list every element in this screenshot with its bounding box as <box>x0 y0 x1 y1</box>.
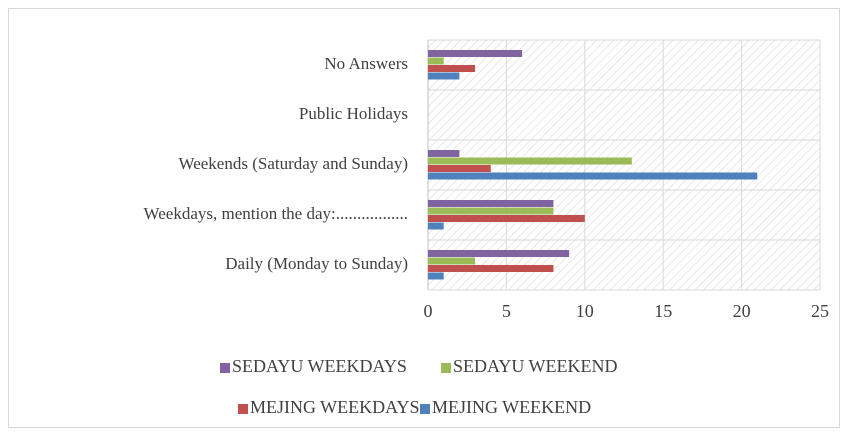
x-tick-label: 10 <box>576 301 594 321</box>
legend-swatch <box>441 363 451 373</box>
legend-swatch <box>420 404 430 414</box>
y-tick-label: Public Holidays <box>299 104 408 123</box>
bar <box>428 57 444 65</box>
x-tick-label: 25 <box>811 301 829 321</box>
bar <box>428 72 460 80</box>
bar <box>428 50 523 57</box>
y-tick-label: No Answers <box>324 54 408 73</box>
legend-swatch <box>238 404 248 414</box>
bar <box>428 215 585 222</box>
bar <box>428 257 476 265</box>
bar <box>428 207 554 215</box>
legend-label: MEJING WEEKDAYS <box>250 397 420 417</box>
bar <box>428 272 444 280</box>
bar <box>428 165 491 172</box>
legend-label: SEDAYU WEEKEND <box>453 356 618 376</box>
legend-label: MEJING WEEKEND <box>432 397 591 417</box>
bar <box>428 250 570 257</box>
legend-label: SEDAYU WEEKDAYS <box>232 356 407 376</box>
bar <box>428 200 554 207</box>
y-tick-label: Daily (Monday to Sunday) <box>225 254 408 273</box>
bar <box>428 65 476 72</box>
bar <box>428 157 632 165</box>
x-tick-label: 0 <box>424 301 433 321</box>
y-tick-label: Weekdays, mention the day:..............… <box>144 204 408 223</box>
bar <box>428 265 554 272</box>
bar <box>428 222 444 230</box>
plot-area <box>428 40 820 290</box>
y-tick-label: Weekends (Saturday and Sunday) <box>179 154 408 173</box>
legend-swatch <box>220 363 230 373</box>
bar <box>428 150 460 157</box>
x-tick-label: 20 <box>733 301 751 321</box>
bar <box>428 172 758 180</box>
x-tick-label: 5 <box>502 301 511 321</box>
x-tick-label: 15 <box>654 301 672 321</box>
